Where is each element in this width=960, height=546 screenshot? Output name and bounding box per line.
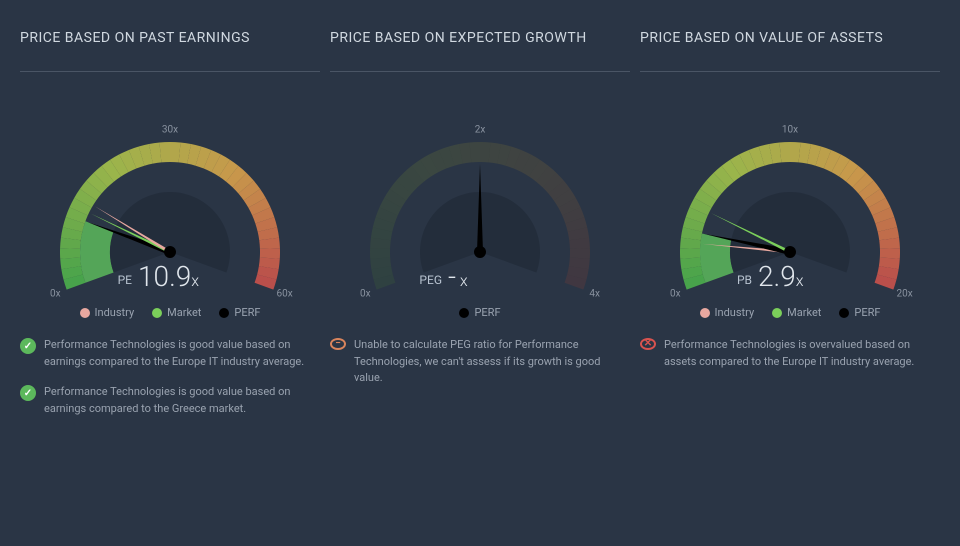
legend-label: Market — [167, 306, 201, 319]
insights: ✓ Performance Technologies is good value … — [20, 337, 320, 417]
legend-item: Industry — [700, 306, 755, 319]
panel-title: PRICE BASED ON PAST EARNINGS — [20, 30, 320, 72]
legend-item: PERF — [839, 306, 880, 319]
metric-label: PB — [737, 273, 752, 287]
gauge-tick: 30x — [162, 125, 178, 136]
gauge-tick: 0x — [670, 288, 681, 299]
legend-item: Market — [772, 306, 821, 319]
panel-title: PRICE BASED ON EXPECTED GROWTH — [330, 30, 630, 72]
legend-dot — [152, 308, 162, 318]
gauge-tick: 0x — [360, 288, 371, 299]
insight-text: Performance Technologies is overvalued b… — [664, 337, 940, 370]
gauge-tick: 2x — [475, 125, 486, 136]
gauge: 0x 10x 20x PB 2.9x — [640, 102, 940, 302]
legend-label: PERF — [474, 306, 500, 319]
metric-value: 10.9x — [138, 260, 199, 293]
legend-label: Industry — [95, 306, 135, 319]
insight: ✓ Performance Technologies is good value … — [20, 384, 320, 417]
metric-value: 2.9x — [758, 260, 804, 293]
legend-item: PERF — [459, 306, 500, 319]
check-icon: ✓ — [20, 385, 36, 401]
valuation-panel: PRICE BASED ON EXPECTED GROWTH 0x 2x 4x PEG-… — [330, 30, 630, 417]
legend-label: Market — [787, 306, 821, 319]
gauge-tick: 60x — [277, 288, 293, 299]
gauge: 0x 2x 4x PEG - x — [330, 102, 630, 302]
legend-label: Industry — [715, 306, 755, 319]
insight: ✕ Performance Technologies is overvalued … — [640, 337, 940, 370]
gauge: 0x 30x 60x PE 10.9x — [20, 102, 320, 302]
insight-text: Performance Technologies is good value b… — [44, 337, 320, 370]
legend: Industry Market PERF — [20, 306, 320, 319]
cross-icon: ✕ — [640, 338, 656, 350]
legend-label: PERF — [854, 306, 880, 319]
valuation-panel: PRICE BASED ON VALUE OF ASSETS 0x 10x 20x PB… — [640, 30, 940, 417]
panel-title: PRICE BASED ON VALUE OF ASSETS — [640, 30, 940, 72]
legend-label: PERF — [234, 306, 260, 319]
legend: Industry Market PERF — [640, 306, 940, 319]
valuation-panel: PRICE BASED ON PAST EARNINGS 0x 30x 60x PE 10… — [20, 30, 320, 417]
legend-item: PERF — [219, 306, 260, 319]
metric-label: PEG — [419, 273, 442, 287]
minus-icon: − — [330, 338, 346, 350]
gauge-tick: 10x — [782, 125, 798, 136]
insights: −Unable to calculate PEG ratio for Perfo… — [330, 337, 630, 387]
insight: −Unable to calculate PEG ratio for Perfo… — [330, 337, 630, 387]
legend-dot — [80, 308, 90, 318]
legend: PERF — [330, 306, 630, 319]
legend-item: Industry — [80, 306, 135, 319]
insight-text: Performance Technologies is good value b… — [44, 384, 320, 417]
gauge-tick: 4x — [589, 288, 600, 299]
panels-container: PRICE BASED ON PAST EARNINGS 0x 30x 60x PE 10… — [0, 0, 960, 437]
metric-value: - x — [448, 260, 468, 293]
legend-item: Market — [152, 306, 201, 319]
check-icon: ✓ — [20, 338, 36, 354]
legend-dot — [700, 308, 710, 318]
gauge-tick: 0x — [50, 288, 61, 299]
legend-dot — [772, 308, 782, 318]
gauge-tick: 20x — [897, 288, 913, 299]
insight-text: Unable to calculate PEG ratio for Perfor… — [354, 337, 630, 387]
insights: ✕ Performance Technologies is overvalued … — [640, 337, 940, 370]
legend-dot — [839, 308, 849, 318]
legend-dot — [219, 308, 229, 318]
legend-dot — [459, 308, 469, 318]
metric-label: PE — [118, 273, 133, 287]
insight: ✓ Performance Technologies is good value … — [20, 337, 320, 370]
